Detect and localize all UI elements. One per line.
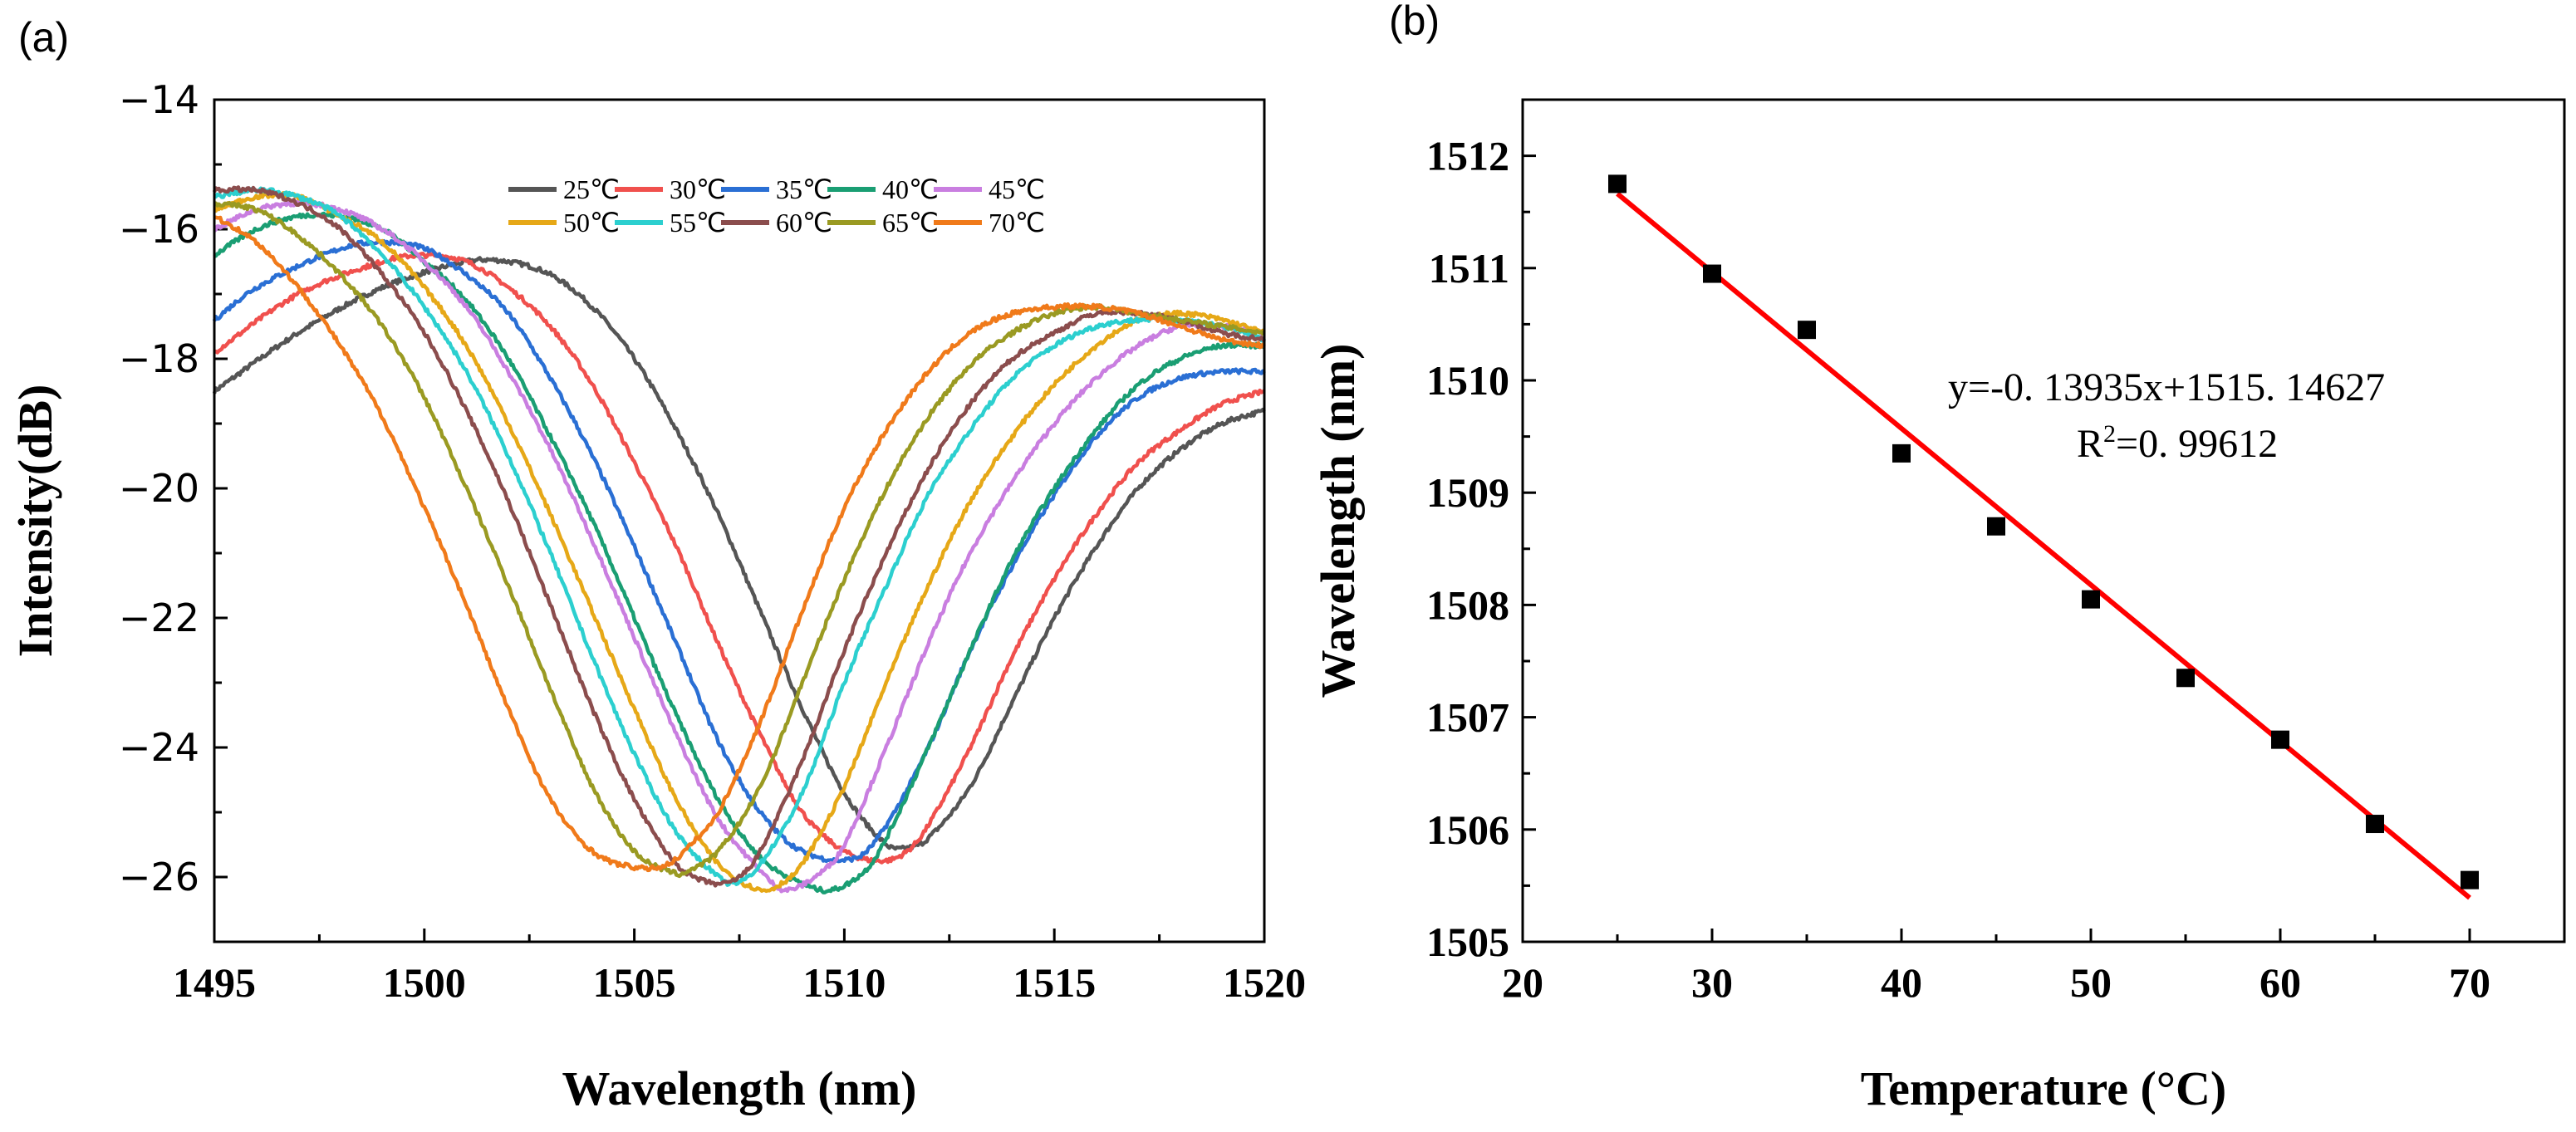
panel-label-a: (a) <box>18 14 69 61</box>
chart-b-xtick-label: 60 <box>2260 959 2301 1006</box>
chart-a-series-line <box>213 215 1266 873</box>
chart-b-xtick-label: 30 <box>1691 959 1733 1006</box>
chart-a-series-line <box>213 186 1266 887</box>
chart-a-ytick-label: −24 <box>119 725 199 770</box>
chart-b-ytick-label: 1510 <box>1426 357 1509 404</box>
chart-a-xtick-label: 1510 <box>802 959 886 1006</box>
chart-a-xtick-label: 1505 <box>593 959 676 1006</box>
chart-a-xlabel: Wavelength (nm) <box>562 1061 917 1115</box>
chart-b-ytick-label: 1509 <box>1426 469 1509 516</box>
chart-b-point <box>2082 590 2100 609</box>
chart-b-point <box>1798 321 1816 340</box>
chart-b-point <box>2176 669 2195 688</box>
chart-b-r2: R2=0. 99612 <box>2077 420 2278 466</box>
chart-b-point <box>1987 517 2005 536</box>
chart-b-points <box>1608 174 2479 889</box>
chart-b-xtick-label: 40 <box>1881 959 1922 1006</box>
chart-b-point <box>1892 443 1911 463</box>
chart-a-xtick-label: 1495 <box>173 959 256 1006</box>
legend-label: 25℃ <box>563 174 620 204</box>
chart-a-xtick-label: 1515 <box>1013 959 1096 1006</box>
chart-b-point <box>1703 264 1721 283</box>
chart-a-frame <box>213 98 1266 943</box>
chart-a-series <box>212 185 1266 894</box>
chart-b-xtick-label: 50 <box>2070 959 2112 1006</box>
chart-b-ytick-label: 1505 <box>1426 919 1509 965</box>
chart-b-ylabel: Wavelength (nm) <box>1311 344 1365 698</box>
chart-b-xtick-label: 20 <box>1502 959 1543 1006</box>
legend-label: 35℃ <box>776 174 832 204</box>
chart-a-series-line <box>213 211 1266 894</box>
chart-b-ytick-label: 1511 <box>1429 245 1509 292</box>
chart-a-ytick-label: −16 <box>119 207 199 252</box>
legend-label: 70℃ <box>989 208 1045 238</box>
chart-b-point <box>1608 174 1627 194</box>
chart-a-series-line <box>212 256 1266 851</box>
chart-b-frame <box>1521 98 2566 943</box>
chart-a-series-line <box>213 190 1266 894</box>
legend-label: 50℃ <box>563 208 620 238</box>
chart-a-series-line <box>213 200 1265 879</box>
chart-b-ytick-label: 1508 <box>1426 581 1509 628</box>
chart-a-series-line <box>212 238 1266 864</box>
chart-a-ytick-label: −22 <box>119 595 199 640</box>
legend-label: 45℃ <box>989 174 1045 204</box>
chart-a-legend: 25℃ 30℃ 35℃ 40℃ 45℃ 50℃ 55℃ 60℃ 65℃ 70℃ <box>508 174 1045 238</box>
chart-a-ytick-label: −18 <box>119 336 199 381</box>
chart-a: 1495 1500 1505 1510 1515 1520 −26 −24 −22 −20 −18 −… <box>8 77 1306 1115</box>
legend-label: 60℃ <box>776 208 832 238</box>
chart-a-series-line <box>213 199 1266 894</box>
chart-b-r2-sup: 2 <box>2103 420 2116 448</box>
chart-b-point <box>2366 815 2384 834</box>
chart-b-point <box>2271 730 2289 749</box>
chart-b-xtick-label: 70 <box>2449 959 2490 1006</box>
chart-b-equation: y=-0. 13935x+1515. 14627 <box>1948 365 2385 409</box>
chart-b: 20 30 40 50 60 70 1505 1506 1507 1508 1509 1510 1511… <box>1311 98 2566 1115</box>
chart-a-xtick-label: 1520 <box>1223 959 1306 1006</box>
chart-a-xtick-label: 1500 <box>383 959 466 1006</box>
chart-a-series-line <box>212 185 1266 888</box>
chart-a-ylabel: Intensity(dB) <box>8 385 62 658</box>
chart-a-ytick-label: −26 <box>119 855 199 899</box>
chart-b-ticks: 20 30 40 50 60 70 1505 1506 1507 1508 1509 1510 1511… <box>1426 133 2490 1006</box>
legend-label: 40℃ <box>882 174 939 204</box>
legend-label: 30℃ <box>670 174 726 204</box>
chart-b-ytick-label: 1507 <box>1426 694 1509 741</box>
chart-a-ytick-label: −20 <box>119 466 199 511</box>
chart-b-ytick-label: 1512 <box>1426 133 1509 179</box>
chart-b-r2-prefix: R <box>2077 422 2103 466</box>
chart-b-point <box>2461 870 2479 889</box>
chart-b-xlabel: Temperature (°C) <box>1861 1061 2226 1115</box>
chart-a-ticks: 1495 1500 1505 1510 1515 1520 −26 −24 −22 −20 −18 −… <box>119 77 1306 1006</box>
chart-b-ytick-label: 1506 <box>1426 806 1509 853</box>
panel-label-b: (b) <box>1389 0 1440 44</box>
chart-b-r2-value: =0. 99612 <box>2116 422 2278 466</box>
legend-label: 55℃ <box>670 208 726 238</box>
legend-label: 65℃ <box>882 208 939 238</box>
chart-b-fit-line <box>1616 191 2471 900</box>
chart-a-ytick-label: −14 <box>119 77 199 122</box>
